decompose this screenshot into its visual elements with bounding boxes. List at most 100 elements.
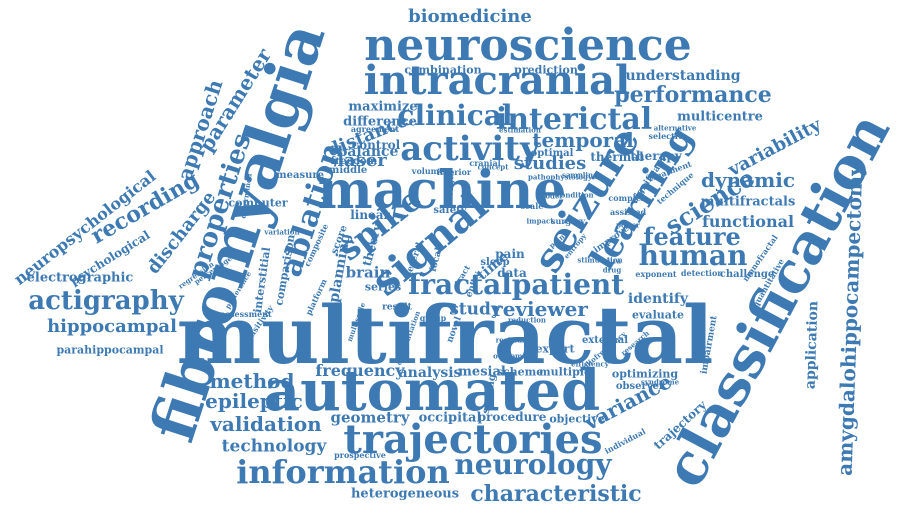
- word: automated: [263, 358, 601, 424]
- word: outcome: [493, 351, 527, 361]
- word: analysis: [398, 365, 462, 381]
- word: interictal: [495, 102, 653, 137]
- word: middle: [328, 165, 368, 176]
- word: neurology: [454, 448, 612, 481]
- word: model: [537, 191, 563, 201]
- word: prediction: [514, 63, 578, 77]
- word: performance: [614, 82, 772, 108]
- word: clinical: [397, 99, 513, 132]
- word: sleep: [480, 257, 510, 268]
- word: difference: [343, 114, 417, 130]
- word: functional: [701, 212, 795, 231]
- word: scale: [520, 201, 544, 211]
- word: alternative: [653, 123, 697, 133]
- word: condition: [556, 190, 594, 200]
- word: challenge: [719, 269, 775, 280]
- word: hippocampal: [47, 316, 177, 337]
- word: estimation: [499, 125, 541, 135]
- word: series: [364, 280, 402, 294]
- word: resistant: [495, 335, 531, 345]
- word: volume: [411, 166, 445, 176]
- word: human: [638, 239, 748, 272]
- word: reduction: [507, 315, 547, 325]
- word: safety: [433, 205, 467, 216]
- word: surgery: [550, 216, 586, 226]
- word: epileptic: [205, 389, 303, 413]
- word: selective: [648, 131, 688, 141]
- word: multiple: [539, 365, 591, 379]
- word: sampling: [561, 170, 599, 180]
- word: therapy: [630, 149, 682, 163]
- word: biomedicine: [408, 6, 532, 27]
- word: linear: [350, 208, 390, 222]
- word: combination: [404, 63, 482, 77]
- word: assessment: [220, 309, 272, 319]
- word: application: [802, 300, 822, 390]
- word: method: [209, 369, 295, 393]
- word: power: [616, 220, 640, 230]
- word: impact: [526, 216, 554, 226]
- word: observer: [615, 381, 665, 392]
- word: optimizing: [611, 367, 679, 381]
- word: feature: [643, 222, 741, 251]
- word: detection: [680, 268, 724, 278]
- word: balance: [337, 144, 399, 160]
- word: intracranial: [363, 57, 631, 104]
- word: evaluate: [632, 308, 684, 322]
- word: activity: [400, 129, 540, 169]
- word: multicentre: [677, 109, 763, 125]
- word: characteristic: [470, 481, 642, 507]
- word: studies: [513, 153, 587, 174]
- word: cranial: [469, 158, 501, 168]
- word: inferior: [436, 167, 472, 177]
- word: freedom: [330, 156, 378, 167]
- word: complex: [608, 193, 646, 203]
- word: laser: [337, 150, 387, 171]
- word: result: [382, 302, 412, 313]
- word: individual: [602, 426, 648, 456]
- word: study: [449, 299, 501, 320]
- word: dynamic: [700, 168, 796, 192]
- word: identify: [627, 291, 689, 307]
- word: prospective: [334, 450, 386, 460]
- word: data: [497, 266, 527, 280]
- word: thermal: [590, 150, 644, 164]
- word: multifractals: [700, 194, 796, 210]
- word: stimulation: [577, 255, 623, 265]
- word: efficiency: [571, 359, 609, 369]
- word: technology: [221, 436, 327, 457]
- word: scheme: [496, 365, 544, 379]
- word: computer: [228, 196, 288, 210]
- word: expert: [535, 342, 575, 356]
- word: information: [236, 453, 450, 491]
- word: brain: [345, 263, 391, 282]
- word: variation: [264, 227, 300, 237]
- word: drug: [602, 265, 622, 275]
- word: temporal: [532, 128, 634, 152]
- word: external: [581, 335, 629, 346]
- word: electrographic: [26, 270, 134, 286]
- word: objective: [549, 412, 605, 426]
- word: mesial: [458, 364, 506, 380]
- word: length: [444, 170, 456, 200]
- word: optimal: [530, 148, 574, 159]
- word: understanding: [625, 68, 741, 84]
- word: actigraphy: [28, 286, 184, 316]
- word: parahippocampal: [56, 343, 164, 357]
- word: neuroscience: [364, 20, 692, 71]
- word: pain: [495, 247, 525, 261]
- word: agreement: [350, 124, 400, 134]
- word: syndrome: [640, 377, 680, 387]
- word: assisted: [609, 207, 647, 217]
- word: machine: [317, 160, 567, 221]
- word: validation: [210, 412, 322, 436]
- word: procedure: [477, 410, 547, 424]
- word: group: [419, 313, 447, 323]
- word: concept: [477, 162, 509, 172]
- word: measure: [276, 170, 324, 181]
- word: multifractal: [176, 288, 714, 382]
- word: patient: [511, 268, 625, 301]
- word: frequency: [315, 361, 405, 380]
- word: pathophysiology: [527, 172, 593, 182]
